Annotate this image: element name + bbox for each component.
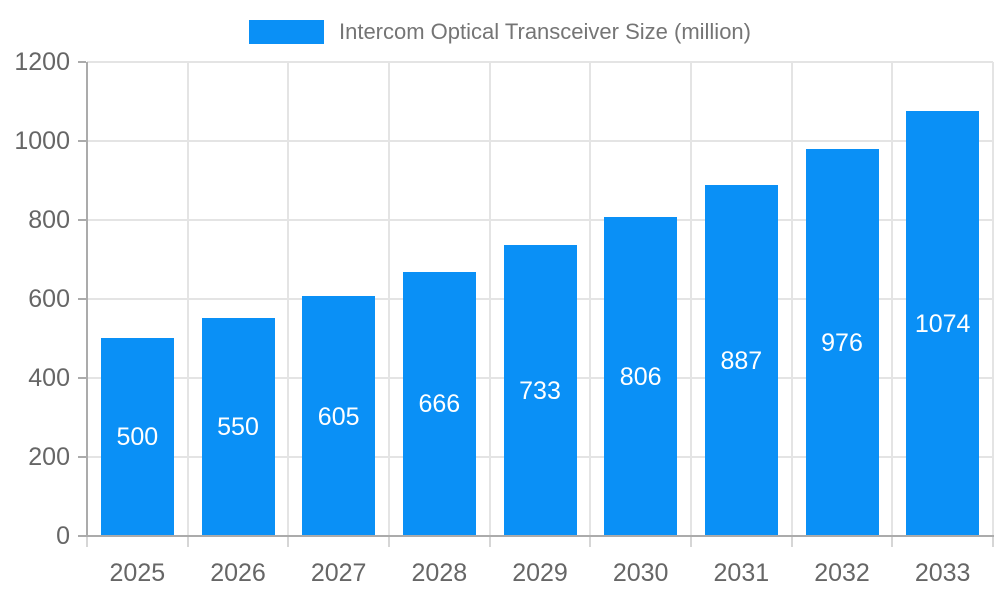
x-axis-tick (891, 537, 894, 547)
y-axis-tick-label: 1200 (14, 48, 70, 76)
x-axis-tick-label: 2032 (814, 559, 870, 587)
plot-area: 500 550 605 666 733 806 887 976 1074 (78, 61, 994, 547)
x-axis-tick-label: 2025 (109, 559, 166, 587)
gridline-vertical (488, 62, 491, 536)
legend-swatch (248, 20, 324, 44)
x-axis-tick (488, 537, 491, 547)
gridline-horizontal (87, 61, 993, 63)
gridline-vertical (287, 62, 290, 536)
x-axis-tick-label: 2026 (210, 559, 266, 587)
x-axis-tick (790, 537, 793, 547)
bar-2029[interactable] (503, 245, 577, 535)
y-axis-tick-label: 1000 (14, 127, 70, 155)
gridline-vertical (186, 62, 189, 536)
y-axis-tick (78, 377, 86, 379)
bar-2030[interactable] (604, 216, 678, 535)
y-axis-tick (78, 535, 86, 537)
y-axis-tick (78, 456, 86, 458)
bar-2032[interactable] (805, 149, 879, 535)
bar-2026[interactable] (201, 317, 275, 535)
x-axis-tick (186, 537, 189, 547)
gridline-vertical (891, 62, 894, 536)
legend-label: Intercom Optical Transceiver Size (milli… (338, 19, 751, 44)
gridline-vertical (388, 62, 390, 536)
bar-2028[interactable] (402, 271, 476, 535)
gridline-horizontal (87, 219, 993, 221)
y-axis-tick-label: 600 (28, 285, 70, 313)
x-axis-tick (690, 537, 692, 547)
x-axis-tick-label: 2028 (411, 559, 468, 587)
x-axis-tick-label: 2027 (310, 559, 367, 587)
y-axis-tick (78, 298, 86, 300)
x-axis-tick-label: 2033 (914, 559, 971, 587)
x-axis-line (86, 535, 994, 537)
y-axis-line (86, 62, 88, 537)
gridline-horizontal (87, 140, 993, 142)
x-axis-tick-label: 2030 (612, 559, 669, 587)
gridline-vertical (589, 62, 592, 536)
y-axis-tick-label: 200 (28, 443, 70, 471)
gridline-vertical (992, 62, 994, 536)
bar-2025[interactable] (100, 337, 174, 535)
x-axis-tick (589, 537, 592, 547)
x-axis-tick (992, 537, 994, 547)
x-axis-tick-label: 2031 (713, 559, 770, 587)
bar-2027[interactable] (302, 296, 376, 535)
y-axis-tick (78, 61, 86, 63)
gridline-vertical (790, 62, 793, 536)
bar-2031[interactable] (704, 184, 778, 535)
x-axis-tick (388, 537, 390, 547)
x-axis-tick (287, 537, 290, 547)
y-axis-tick-label: 800 (28, 206, 70, 234)
y-axis-tick-label: 0 (56, 522, 70, 550)
y-axis-tick (78, 140, 86, 142)
gridline-vertical (690, 62, 692, 536)
x-axis-tick-label: 2029 (512, 559, 568, 587)
legend-item[interactable]: Intercom Optical Transceiver Size (milli… (0, 18, 1000, 46)
bar-2033[interactable] (906, 110, 980, 535)
x-axis-tick (86, 537, 88, 547)
y-axis-tick (78, 219, 86, 221)
y-axis-tick-label: 400 (28, 364, 70, 392)
